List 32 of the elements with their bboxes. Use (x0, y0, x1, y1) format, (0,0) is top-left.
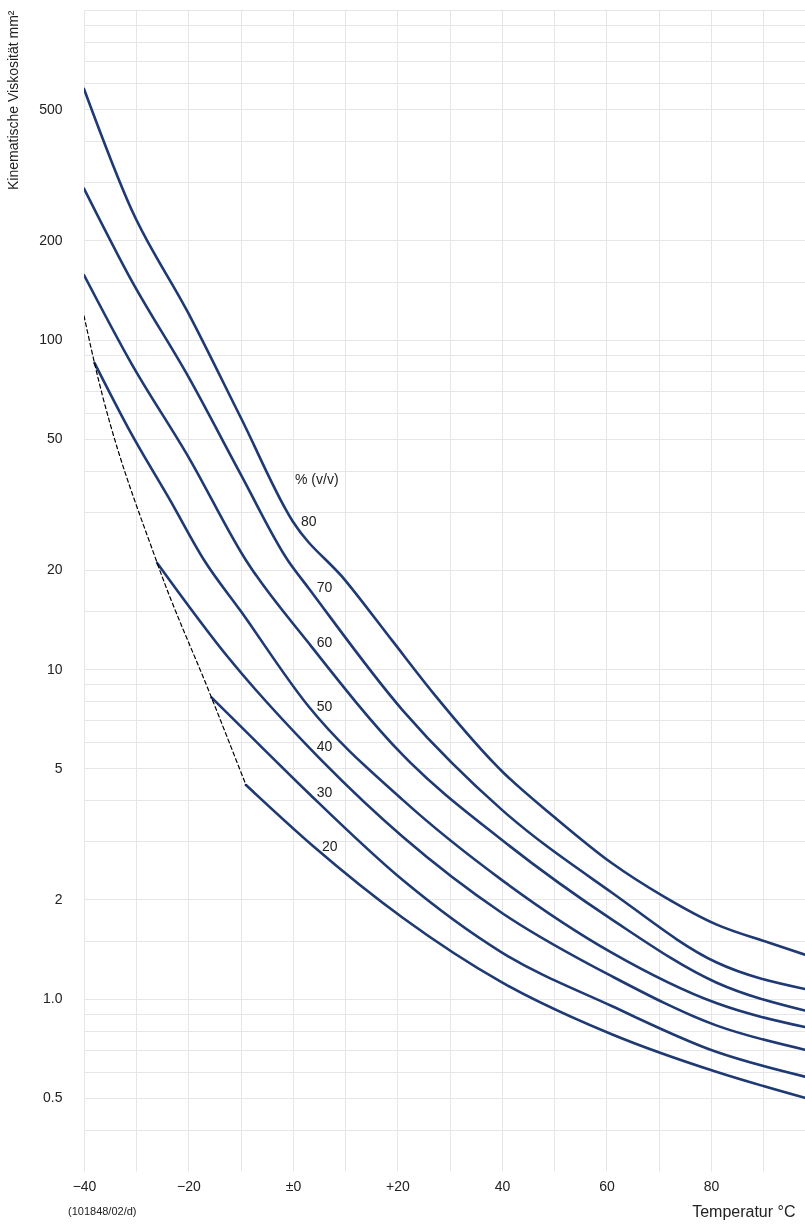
line-series (84, 315, 247, 786)
x-tick-label: +20 (386, 1177, 411, 1194)
y-tick-label: 5 (54, 759, 63, 776)
line-series (155, 561, 805, 1052)
series-label: 40 (316, 738, 333, 755)
y-tick-label: 100 (39, 331, 63, 348)
y-tick-label: 500 (39, 100, 63, 117)
legend-title: % (v/v) (294, 470, 339, 487)
x-tick-label: 40 (494, 1177, 511, 1194)
x-tick-label: 80 (703, 1177, 720, 1194)
x-tick-label: −40 (72, 1177, 97, 1194)
y-tick-label: 20 (46, 561, 63, 578)
line-series (244, 783, 805, 1100)
series-label: 60 (316, 634, 333, 651)
y-tick-label: 10 (46, 660, 63, 677)
y-tick-label: 2 (54, 890, 63, 907)
y-tick-label: 200 (39, 231, 63, 248)
series-label: 50 (316, 697, 333, 714)
y-axis-title: Kinematische Viskosität mm² (5, 10, 22, 190)
x-tick-label: −20 (177, 1177, 202, 1194)
y-tick-label: 50 (46, 430, 63, 447)
line-series (210, 696, 805, 1078)
x-tick-label: ±0 (285, 1177, 302, 1194)
x-tick-label: 60 (599, 1177, 615, 1194)
y-tick-label: 1.0 (43, 990, 63, 1007)
y-tick-label: 0.5 (43, 1089, 63, 1106)
x-axis-title: Temperatur °C (692, 1202, 796, 1220)
series-label: 70 (316, 579, 333, 596)
series-label: 20 (321, 837, 338, 854)
series-label: 30 (316, 784, 333, 801)
text: (101848/02/d) (68, 1205, 137, 1217)
series-label: 80 (300, 512, 317, 529)
